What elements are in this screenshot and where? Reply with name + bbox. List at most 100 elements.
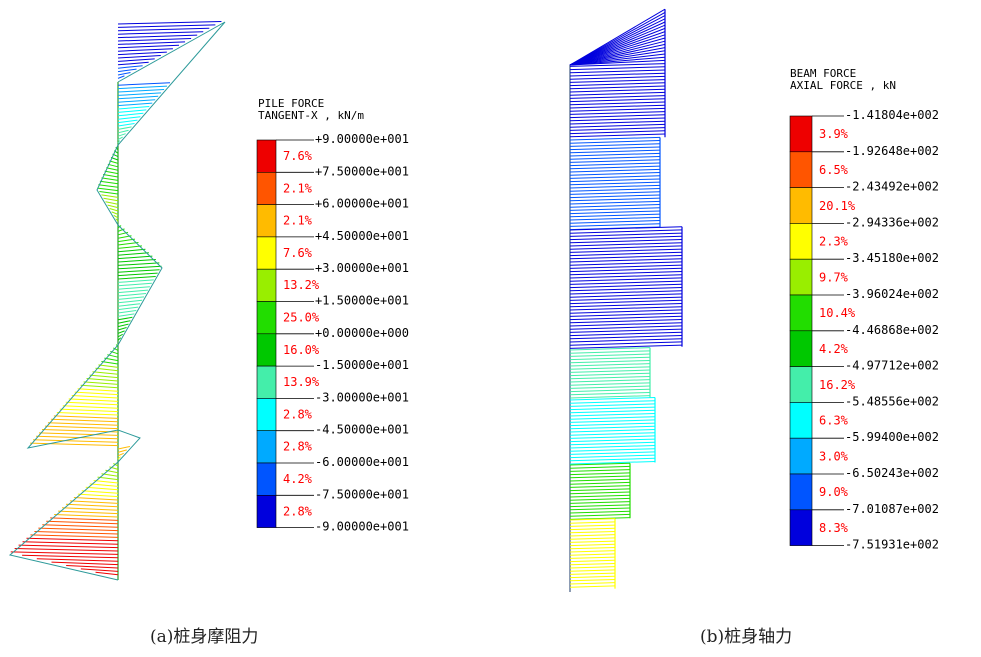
friction-hatch xyxy=(22,554,119,559)
friction-hatch xyxy=(117,333,123,338)
axial-hatch xyxy=(569,491,631,495)
axial-hatch xyxy=(569,441,656,446)
axial-hatch xyxy=(569,524,616,527)
axial-hatch xyxy=(569,130,666,135)
friction-hatch xyxy=(98,184,119,188)
friction-hatch xyxy=(117,92,162,96)
axial-hatch xyxy=(569,40,666,66)
friction-hatch xyxy=(117,68,137,73)
legend-a-tick-label: -3.00000e+001 xyxy=(315,390,409,404)
axial-hatch xyxy=(569,200,661,205)
legend-a-title: PILE FORCE xyxy=(258,97,324,110)
axial-hatch xyxy=(569,111,666,115)
axial-hatch xyxy=(569,207,661,211)
axial-hatch xyxy=(569,562,616,566)
friction-hatch xyxy=(117,133,126,137)
axial-hatch xyxy=(569,475,631,479)
axial-hatch xyxy=(569,428,656,433)
axial-hatch xyxy=(569,258,683,263)
axial-hatch xyxy=(569,318,683,324)
axial-hatch xyxy=(569,229,683,234)
friction-hatch xyxy=(117,456,121,460)
friction-hatch xyxy=(101,194,119,198)
axial-hatch xyxy=(569,550,616,553)
axial-hatch xyxy=(569,191,661,195)
axial-hatch xyxy=(569,469,631,472)
friction-hatch xyxy=(117,44,180,49)
friction-hatch xyxy=(53,415,119,419)
axial-hatch xyxy=(569,88,666,93)
friction-hatch xyxy=(117,34,198,39)
axial-hatch xyxy=(569,59,666,66)
legend-a-percent: 4.2% xyxy=(283,472,313,486)
axial-hatch xyxy=(569,582,616,585)
legend-b-percent: 8.3% xyxy=(819,521,849,535)
friction-hatch xyxy=(117,109,147,113)
friction-hatch xyxy=(117,299,143,304)
friction-hatch xyxy=(93,480,119,484)
axial-hatch xyxy=(569,322,683,327)
legend-a-subtitle: TANGENT-X , kN/m xyxy=(258,109,364,122)
axial-hatch xyxy=(569,27,666,66)
friction-hatch xyxy=(117,310,137,314)
friction-hatch xyxy=(117,41,186,45)
friction-hatch xyxy=(117,95,159,100)
friction-hatch xyxy=(115,218,119,222)
axial-hatch xyxy=(569,331,683,337)
axial-hatch xyxy=(569,356,651,361)
legend-b-swatch xyxy=(789,330,813,367)
axial-hatch xyxy=(569,302,683,308)
friction-hatch xyxy=(97,187,119,192)
friction-hatch xyxy=(113,214,119,219)
axial-hatch xyxy=(569,232,683,237)
axial-hatch xyxy=(569,85,666,90)
axial-hatch xyxy=(569,457,656,462)
axial-hatch xyxy=(569,518,616,521)
axial-hatch xyxy=(569,267,683,273)
legend-b-percent: 6.5% xyxy=(819,163,849,177)
axial-hatch xyxy=(569,309,683,314)
friction-hatch xyxy=(101,177,119,181)
axial-hatch xyxy=(569,172,661,176)
axial-hatch xyxy=(569,270,683,276)
legend-a-percent: 7.6% xyxy=(283,246,313,260)
friction-hatch xyxy=(117,248,146,253)
friction-hatch xyxy=(113,347,119,351)
friction-hatch xyxy=(117,316,133,321)
friction-hatch xyxy=(117,279,154,283)
friction-hatch xyxy=(18,544,119,549)
friction-hatch xyxy=(117,27,210,32)
legend-a-percent: 2.8% xyxy=(283,407,313,421)
friction-hatch xyxy=(107,204,119,209)
axial-hatch xyxy=(569,280,683,285)
legend-b-percent: 6.3% xyxy=(819,414,849,428)
axial-hatch xyxy=(569,159,661,163)
axial-hatch xyxy=(569,293,683,298)
axial-hatch xyxy=(569,382,651,386)
axial-hatch xyxy=(569,517,631,520)
friction-hatch xyxy=(80,384,119,389)
legend-a-percent: 2.1% xyxy=(283,181,313,195)
axial-hatch xyxy=(569,578,616,582)
friction-hatch xyxy=(117,136,123,141)
axial-hatch xyxy=(569,242,683,247)
friction-hatch xyxy=(117,55,161,59)
friction-hatch xyxy=(117,276,156,280)
axial-hatch xyxy=(569,140,661,144)
legend-a-swatch xyxy=(256,268,277,302)
axial-hatch xyxy=(569,175,661,179)
legend-a-swatch xyxy=(256,333,277,367)
axial-hatch xyxy=(569,283,683,289)
axial-hatch xyxy=(569,178,661,183)
friction-hatch xyxy=(117,82,171,86)
axial-hatch xyxy=(569,43,666,66)
axial-hatch xyxy=(569,462,631,466)
axial-hatch xyxy=(569,325,683,330)
axial-hatch xyxy=(569,149,661,154)
friction-hatch xyxy=(77,493,119,498)
friction-hatch xyxy=(117,293,147,297)
axial-hatch xyxy=(569,395,651,399)
legend-a-swatch xyxy=(256,494,277,528)
friction-hatch xyxy=(117,245,142,249)
